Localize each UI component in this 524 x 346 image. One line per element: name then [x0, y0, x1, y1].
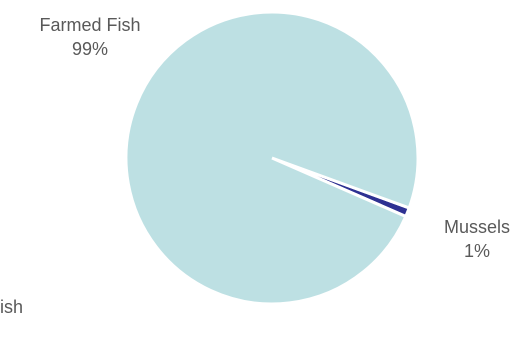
pie-label-mussels: Mussels [444, 217, 510, 237]
pie-label-farmed-fish: Farmed Fish [39, 15, 140, 35]
pie-slice-farmed-fish [124, 10, 420, 306]
pie-percent-farmed-fish: 99% [72, 39, 108, 59]
pie-percent-mussels: 1% [464, 241, 490, 261]
partial-label-fish: ish [0, 297, 23, 317]
